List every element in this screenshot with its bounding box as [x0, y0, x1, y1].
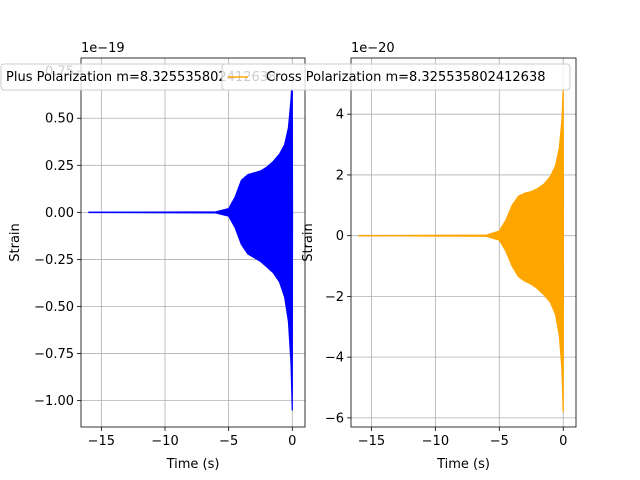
y-tick-label: −0.50 [34, 300, 74, 315]
x-tick-label: 0 [288, 434, 296, 449]
cross-polarization-axes: −15 −10 −5 0 −6 −4 −2 0 2 4 1e−20 Time (s) Strain [301, 41, 577, 472]
x-tick-label: −5 [219, 434, 238, 449]
axes-frame [350, 57, 577, 428]
y-axis-label: Strain [8, 223, 23, 262]
y-tick-label: −6 [325, 411, 344, 426]
x-tick-label: −15 [88, 434, 115, 449]
x-axis-label: Time (s) [436, 457, 490, 472]
y-offset-text: 1e−20 [351, 41, 395, 56]
plus-polarization-axes: −15 −10 −5 0 −1.00 −0.75 −0.50 −0.25 0.00 0.25 0.5… [8, 41, 306, 472]
axes-frame [80, 57, 306, 428]
legend-1: Cross Polarization m=8.325535802412638 [221, 63, 571, 91]
legends: Plus Polarization m=8.325535802412638Cro… [0, 63, 571, 91]
x-tick-label: −10 [151, 434, 178, 449]
y-tick-label: −4 [325, 351, 344, 366]
y-tick-label: 0.00 [45, 206, 74, 221]
y-tick-label: 2 [336, 168, 344, 183]
x-tick-label: −5 [490, 434, 509, 449]
legend-label: Plus Polarization m=8.325535802412638 [6, 70, 276, 85]
y-tick-label: −0.25 [34, 253, 74, 268]
y-tick-label: 0 [336, 229, 344, 244]
series-waveform-0 [358, 87, 565, 413]
y-tick-label: 4 [336, 108, 344, 123]
y-tick-label: 0.50 [45, 112, 74, 127]
x-axis-label: Time (s) [166, 457, 220, 472]
x-tick-label: 0 [559, 434, 567, 449]
y-offset-text: 1e−19 [81, 41, 125, 56]
x-tick-label: −15 [358, 434, 385, 449]
legend-frame [221, 63, 571, 91]
y-tick-label: −1.00 [34, 394, 74, 409]
y-tick-label: −2 [325, 290, 344, 305]
legend-label: Cross Polarization m=8.325535802412638 [266, 70, 545, 85]
x-tick-label: −10 [422, 434, 449, 449]
y-axis-label: Strain [301, 223, 316, 262]
y-tick-label: −0.75 [34, 347, 74, 362]
y-tick-label: 0.25 [45, 159, 74, 174]
series-waveform-0 [88, 76, 294, 411]
